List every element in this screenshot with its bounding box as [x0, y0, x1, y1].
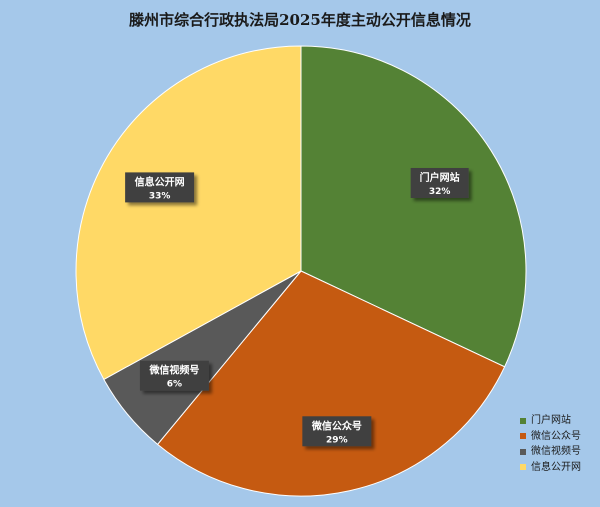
legend-swatch: [520, 433, 526, 440]
pie-slice: [156, 270, 506, 497]
data-label-value: 32%: [429, 187, 451, 197]
data-label: 微信公众号 29%: [302, 416, 372, 447]
chart-title: 滕州市综合行政执法局2025年度主动公开信息情况: [129, 11, 471, 29]
legend-item: 门户网站: [520, 413, 581, 429]
legend-swatch: [520, 464, 526, 471]
pie-slice: [300, 45, 527, 368]
data-label-name: 微信视频号: [148, 364, 199, 377]
data-label-name: 信息公开网: [135, 175, 185, 188]
data-label-box: [139, 360, 209, 391]
legend-item: 微信视频号: [520, 444, 581, 460]
legend-label: 微信公众号: [531, 430, 581, 442]
legend-item: 信息公开网: [520, 460, 581, 476]
data-label-name: 微信公众号: [311, 419, 362, 432]
data-label: 门户网站 32%: [410, 167, 469, 198]
data-label: 信息公开网 33%: [125, 172, 195, 203]
legend-label: 门户网站: [531, 415, 571, 426]
data-label: 微信视频号 6%: [139, 360, 209, 391]
data-label-box: [302, 416, 372, 447]
legend-item: 微信公众号: [520, 429, 581, 445]
data-label-name: 门户网站: [420, 171, 460, 184]
legend-swatch: [520, 448, 526, 455]
data-label-value: 33%: [149, 191, 171, 201]
legend-label: 微信视频号: [531, 446, 581, 457]
data-label-value: 6%: [167, 380, 182, 390]
data-label-box: [410, 167, 469, 198]
legend-label: 信息公开网: [531, 461, 581, 473]
pie-slice: [75, 45, 302, 381]
legend: 门户网站 微信公众号 微信视频号 信息公开网: [520, 413, 581, 475]
legend-swatch: [520, 417, 526, 424]
data-label-value: 29%: [326, 435, 348, 445]
data-label-box: [125, 172, 195, 203]
